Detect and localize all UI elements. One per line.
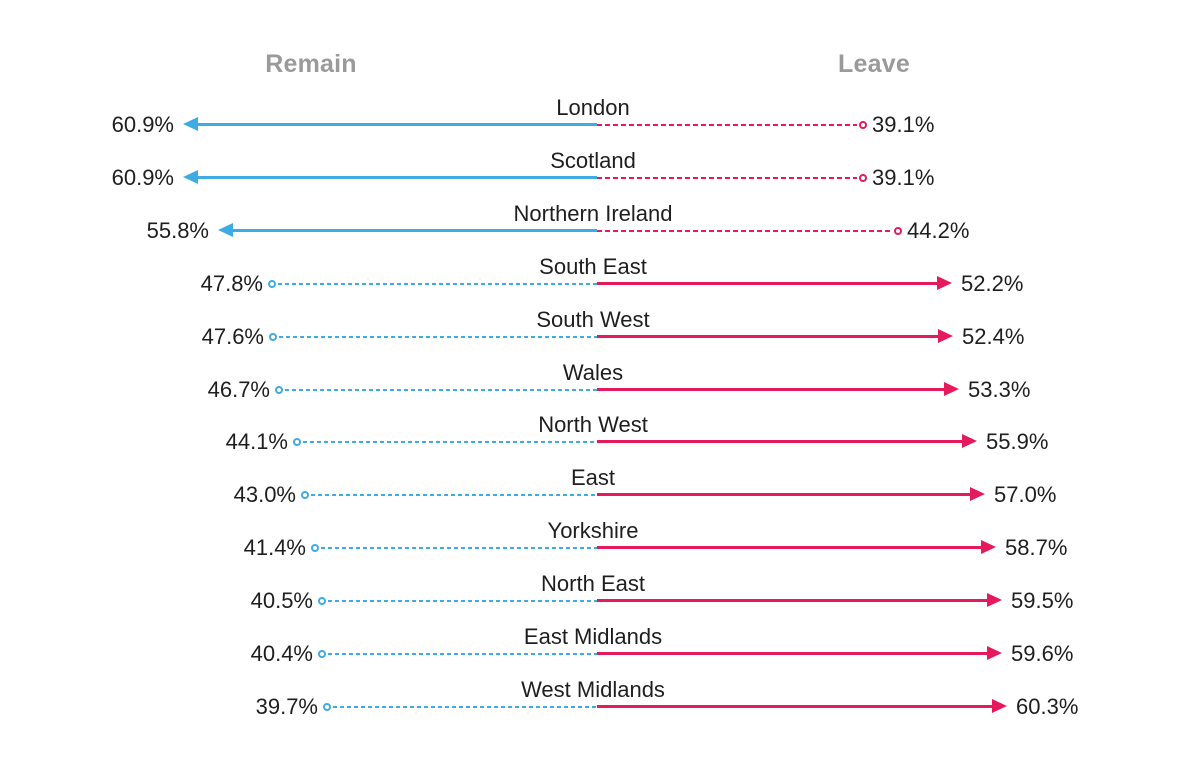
remain-arrowhead-icon-scotland bbox=[183, 170, 198, 184]
remain-value-south-west: 47.6% bbox=[201, 324, 264, 349]
region-label-north-east: North East bbox=[541, 571, 645, 596]
leave-arrow-line-south-west bbox=[597, 335, 943, 338]
leave-dashed-line-scotland bbox=[597, 177, 857, 179]
leave-arrowhead-icon-south-west bbox=[938, 329, 953, 343]
remain-dashed-line-east-midlands bbox=[328, 653, 597, 655]
remain-value-london: 60.9% bbox=[111, 112, 174, 137]
remain-dashed-line-south-west bbox=[279, 336, 597, 338]
remain-circle-marker-east bbox=[301, 491, 309, 499]
region-label-south-west: South West bbox=[536, 307, 650, 332]
leave-value-south-west: 52.4% bbox=[962, 324, 1025, 349]
remain-value-wales: 46.7% bbox=[207, 377, 270, 402]
leave-arrow-line-west-midlands bbox=[597, 705, 997, 708]
remain-dashed-line-east bbox=[311, 494, 597, 496]
leave-value-yorkshire: 58.7% bbox=[1005, 535, 1068, 560]
remain-circle-marker-north-west bbox=[293, 438, 301, 446]
remain-arrowhead-icon-northern-ireland bbox=[218, 223, 233, 237]
region-label-northern-ireland: Northern Ireland bbox=[513, 201, 673, 226]
leave-arrow-line-wales bbox=[597, 388, 949, 391]
remain-value-scotland: 60.9% bbox=[111, 165, 174, 190]
remain-dashed-line-north-west bbox=[303, 441, 597, 443]
region-label-london: London bbox=[556, 95, 630, 120]
leave-arrow-line-east-midlands bbox=[597, 652, 992, 655]
remain-value-northern-ireland: 55.8% bbox=[146, 218, 209, 243]
remain-circle-marker-east-midlands bbox=[318, 650, 326, 658]
remain-dashed-line-west-midlands bbox=[333, 706, 597, 708]
leave-arrowhead-icon-north-west bbox=[962, 434, 977, 448]
leave-dashed-line-northern-ireland bbox=[597, 230, 892, 232]
leave-value-north-west: 55.9% bbox=[986, 429, 1049, 454]
remain-dashed-line-yorkshire bbox=[321, 547, 597, 549]
leave-arrowhead-icon-yorkshire bbox=[981, 540, 996, 554]
remain-arrow-line-scotland bbox=[193, 176, 597, 179]
remain-dashed-line-north-east bbox=[328, 600, 597, 602]
leave-value-east: 57.0% bbox=[994, 482, 1057, 507]
region-label-yorkshire: Yorkshire bbox=[547, 518, 639, 543]
leave-arrow-line-south-east bbox=[597, 282, 942, 285]
remain-arrowhead-icon-london bbox=[183, 117, 198, 131]
leave-arrowhead-icon-west-midlands bbox=[992, 699, 1007, 713]
leave-arrow-line-yorkshire bbox=[597, 546, 986, 549]
remain-circle-marker-west-midlands bbox=[323, 703, 331, 711]
region-label-west-midlands: West Midlands bbox=[521, 677, 665, 702]
leave-arrowhead-icon-east bbox=[970, 487, 985, 501]
remain-circle-marker-wales bbox=[275, 386, 283, 394]
leave-arrowhead-icon-south-east bbox=[937, 276, 952, 290]
remain-circle-marker-south-west bbox=[269, 333, 277, 341]
leave-arrowhead-icon-wales bbox=[944, 382, 959, 396]
leave-arrow-line-east bbox=[597, 493, 975, 496]
remain-arrow-line-northern-ireland bbox=[228, 229, 597, 232]
remain-value-east: 43.0% bbox=[233, 482, 296, 507]
leave-value-east-midlands: 59.6% bbox=[1011, 641, 1074, 666]
leave-circle-marker-northern-ireland bbox=[894, 227, 902, 235]
region-label-south-east: South East bbox=[539, 254, 647, 279]
leave-arrow-line-north-west bbox=[597, 440, 967, 443]
remain-value-east-midlands: 40.4% bbox=[250, 641, 313, 666]
remain-dashed-line-wales bbox=[285, 389, 597, 391]
remain-value-south-east: 47.8% bbox=[200, 271, 263, 296]
leave-value-london: 39.1% bbox=[872, 112, 935, 137]
region-label-north-west: North West bbox=[538, 412, 648, 437]
leave-value-scotland: 39.1% bbox=[872, 165, 935, 190]
remain-value-north-east: 40.5% bbox=[250, 588, 313, 613]
remain-circle-marker-south-east bbox=[268, 280, 276, 288]
region-label-scotland: Scotland bbox=[550, 148, 636, 173]
region-label-east: East bbox=[570, 465, 616, 490]
region-label-wales: Wales bbox=[562, 360, 624, 385]
leave-value-south-east: 52.2% bbox=[961, 271, 1024, 296]
region-label-east-midlands: East Midlands bbox=[523, 624, 663, 649]
leave-circle-marker-london bbox=[859, 121, 867, 129]
leave-dashed-line-london bbox=[597, 124, 857, 126]
remain-column-header: Remain bbox=[265, 50, 357, 78]
remain-arrow-line-london bbox=[193, 123, 597, 126]
leave-arrow-line-north-east bbox=[597, 599, 992, 602]
remain-circle-marker-north-east bbox=[318, 597, 326, 605]
remain-dashed-line-south-east bbox=[278, 283, 597, 285]
leave-arrowhead-icon-east-midlands bbox=[987, 646, 1002, 660]
leave-value-north-east: 59.5% bbox=[1011, 588, 1074, 613]
leave-arrowhead-icon-north-east bbox=[987, 593, 1002, 607]
remain-value-yorkshire: 41.4% bbox=[243, 535, 306, 560]
leave-value-wales: 53.3% bbox=[968, 377, 1031, 402]
leave-value-west-midlands: 60.3% bbox=[1016, 694, 1079, 719]
leave-circle-marker-scotland bbox=[859, 174, 867, 182]
leave-value-northern-ireland: 44.2% bbox=[907, 218, 970, 243]
leave-column-header: Leave bbox=[838, 50, 910, 78]
remain-value-west-midlands: 39.7% bbox=[255, 694, 318, 719]
remain-value-north-west: 44.1% bbox=[225, 429, 288, 454]
remain-circle-marker-yorkshire bbox=[311, 544, 319, 552]
